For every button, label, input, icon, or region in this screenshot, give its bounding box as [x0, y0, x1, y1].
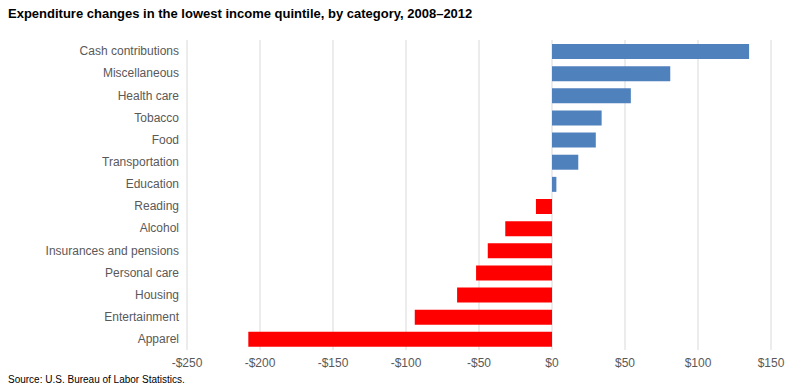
svg-text:Personal care: Personal care [105, 266, 179, 280]
svg-text:Insurances and pensions: Insurances and pensions [46, 244, 179, 258]
html-text:Source: U.S. Bureau of Labor S: Source: U.S. Bureau of Labor Statistics. [8, 374, 185, 385]
svg-text:Housing: Housing [135, 288, 179, 302]
svg-text:$100: $100 [685, 356, 712, 370]
svg-text:-$100: -$100 [391, 356, 422, 370]
svg-text:Entertainment: Entertainment [104, 310, 179, 324]
svg-text:-$200: -$200 [245, 356, 276, 370]
svg-text:$50: $50 [615, 356, 635, 370]
svg-text:Reading: Reading [134, 199, 179, 213]
svg-text:Tobacco: Tobacco [134, 111, 179, 125]
svg-text:Miscellaneous: Miscellaneous [103, 66, 179, 80]
svg-text:Transportation: Transportation [102, 155, 179, 169]
svg-text:Alcohol: Alcohol [140, 221, 179, 235]
svg-text:Education: Education [126, 177, 179, 191]
svg-text:Cash contributions: Cash contributions [80, 44, 179, 58]
svg-text:Health care: Health care [118, 89, 180, 103]
svg-text:Food: Food [152, 133, 179, 147]
html-text:Expenditure changes in the low: Expenditure changes in the lowest income… [8, 6, 473, 21]
svg-text:-$250: -$250 [172, 356, 203, 370]
svg-text:$150: $150 [758, 356, 785, 370]
svg-text:Apparel: Apparel [138, 332, 179, 346]
svg-text:$0: $0 [545, 356, 559, 370]
svg-text:-$150: -$150 [318, 356, 349, 370]
svg-text:-$50: -$50 [467, 356, 491, 370]
